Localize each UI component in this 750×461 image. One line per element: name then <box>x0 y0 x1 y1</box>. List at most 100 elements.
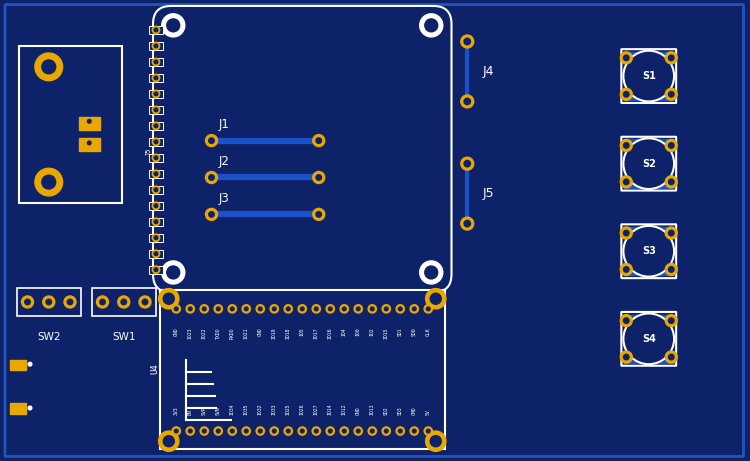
Circle shape <box>154 220 158 224</box>
Text: SD0: SD0 <box>412 327 417 336</box>
Circle shape <box>270 427 278 435</box>
Circle shape <box>382 427 391 435</box>
Circle shape <box>620 264 632 276</box>
Circle shape <box>368 305 376 313</box>
Text: IO34: IO34 <box>230 403 235 415</box>
Text: SW2: SW2 <box>37 331 61 342</box>
Bar <box>149 42 163 50</box>
Circle shape <box>166 266 180 279</box>
Bar <box>149 186 163 194</box>
Circle shape <box>152 234 160 242</box>
Text: IO33: IO33 <box>272 403 277 415</box>
Circle shape <box>200 305 208 313</box>
Circle shape <box>152 74 160 82</box>
Circle shape <box>313 171 325 183</box>
Circle shape <box>354 427 362 435</box>
Circle shape <box>413 429 416 433</box>
Circle shape <box>188 307 192 311</box>
Circle shape <box>206 135 218 147</box>
Circle shape <box>154 28 158 32</box>
Circle shape <box>154 252 158 255</box>
Circle shape <box>25 299 30 305</box>
Circle shape <box>154 204 158 207</box>
Circle shape <box>460 157 474 170</box>
Circle shape <box>230 307 234 311</box>
Circle shape <box>620 52 632 64</box>
Circle shape <box>668 354 674 360</box>
Text: IO12: IO12 <box>342 403 346 415</box>
Circle shape <box>398 307 402 311</box>
Bar <box>19 46 122 203</box>
Text: IO2: IO2 <box>370 327 375 336</box>
Text: J5: J5 <box>146 148 152 156</box>
Circle shape <box>139 296 151 308</box>
Circle shape <box>152 202 160 209</box>
Bar <box>624 52 674 58</box>
Circle shape <box>396 427 404 435</box>
Circle shape <box>314 429 318 433</box>
Circle shape <box>154 44 158 48</box>
Circle shape <box>665 176 677 188</box>
Circle shape <box>154 76 158 80</box>
Circle shape <box>343 307 346 311</box>
Bar <box>624 269 674 276</box>
Circle shape <box>424 305 433 313</box>
Circle shape <box>152 218 160 225</box>
Circle shape <box>228 305 236 313</box>
Circle shape <box>259 429 262 433</box>
Circle shape <box>154 140 158 144</box>
Circle shape <box>270 305 278 313</box>
Circle shape <box>424 427 433 435</box>
Circle shape <box>668 318 674 324</box>
Circle shape <box>665 52 677 64</box>
Bar <box>624 140 674 146</box>
Text: SVP: SVP <box>202 406 207 415</box>
Circle shape <box>152 154 160 161</box>
Bar <box>149 249 163 258</box>
Circle shape <box>209 138 214 143</box>
Text: S1: S1 <box>642 71 656 81</box>
Text: S2: S2 <box>642 159 656 169</box>
Circle shape <box>244 307 248 311</box>
Circle shape <box>665 140 677 151</box>
Circle shape <box>368 427 376 435</box>
Circle shape <box>328 429 332 433</box>
Circle shape <box>668 55 674 61</box>
Circle shape <box>620 89 632 100</box>
Text: J4: J4 <box>482 65 494 78</box>
Bar <box>624 357 674 363</box>
Circle shape <box>665 351 677 363</box>
Circle shape <box>158 289 179 309</box>
Circle shape <box>623 354 629 360</box>
Circle shape <box>152 138 160 146</box>
Circle shape <box>298 427 307 435</box>
Bar <box>149 218 163 226</box>
Text: IO21: IO21 <box>244 327 249 339</box>
Circle shape <box>620 351 632 363</box>
Circle shape <box>623 230 629 236</box>
FancyBboxPatch shape <box>621 137 676 190</box>
Circle shape <box>410 305 419 313</box>
Text: IO19: IO19 <box>272 327 277 339</box>
Bar <box>92 288 156 316</box>
Bar <box>149 201 163 210</box>
Bar <box>79 138 100 151</box>
Bar <box>149 234 163 242</box>
Circle shape <box>217 429 220 433</box>
Circle shape <box>623 55 629 61</box>
Circle shape <box>665 227 677 239</box>
Bar <box>149 138 163 146</box>
Circle shape <box>665 89 677 100</box>
Text: S4: S4 <box>642 334 656 344</box>
Circle shape <box>316 138 322 143</box>
Circle shape <box>42 175 56 189</box>
Circle shape <box>370 429 374 433</box>
Text: S3: S3 <box>642 246 656 256</box>
Circle shape <box>164 293 174 304</box>
Circle shape <box>623 51 674 101</box>
Circle shape <box>162 261 184 284</box>
Text: IO23: IO23 <box>188 327 193 339</box>
Text: IO5: IO5 <box>300 327 304 336</box>
Text: CLK: CLK <box>426 327 430 336</box>
Circle shape <box>152 186 160 194</box>
